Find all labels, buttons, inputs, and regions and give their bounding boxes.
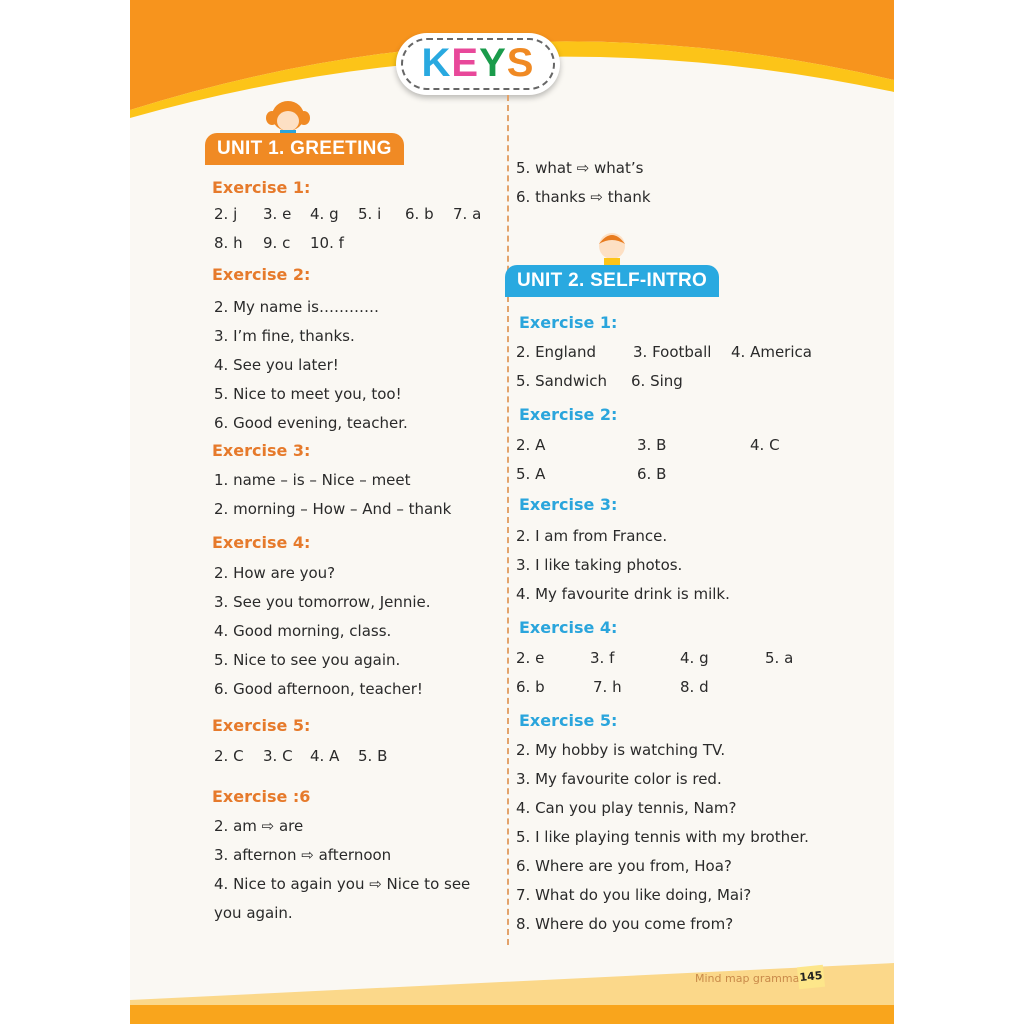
- answer-cell: 6. Sing: [631, 372, 683, 390]
- footer-wave: [130, 963, 894, 1024]
- answer-line: 6. thanks ⇨ thank: [516, 188, 651, 206]
- answer-cell: 3. f: [590, 649, 615, 667]
- answer-cell: 5. i: [358, 205, 382, 223]
- answer-cell: 2. England: [516, 343, 596, 361]
- answer-cell: 2. j: [214, 205, 238, 223]
- unit-1-banner: UNIT 1. GREETING: [205, 133, 404, 165]
- answer-line: 4. Good morning, class.: [214, 622, 392, 640]
- answer-cell: 10. f: [310, 234, 344, 252]
- page-number: 145: [796, 964, 826, 990]
- answer-cell: 8. h: [214, 234, 243, 252]
- title-letter: K: [421, 41, 452, 85]
- answer-line: 6. Good evening, teacher.: [214, 414, 408, 432]
- answer-cell: 3. C: [263, 747, 293, 765]
- answer-line: 3. afternon ⇨ afternoon: [214, 846, 392, 864]
- answer-line: 7. What do you like doing, Mai?: [516, 886, 752, 904]
- answer-line: 4. My favourite drink is milk.: [516, 585, 730, 603]
- answer-line: 3. I’m fine, thanks.: [214, 327, 355, 345]
- answer-line: 2. morning – How – And – thank: [214, 500, 452, 518]
- answer-line: 6. Where are you from, Hoa?: [516, 857, 732, 875]
- answer-line: 5. Nice to see you again.: [214, 651, 401, 669]
- answer-line: 2. How are you?: [214, 564, 336, 582]
- title-letter: E: [451, 41, 480, 85]
- answer-line: 4. See you later!: [214, 356, 339, 374]
- exercise-heading: Exercise 5:: [519, 711, 618, 730]
- answer-cell: 4. America: [731, 343, 812, 361]
- answer-cell: 6. b: [516, 678, 545, 696]
- answer-cell: 3. B: [637, 436, 667, 454]
- answer-cell: 5. A: [516, 465, 546, 483]
- answer-cell: 7. a: [453, 205, 482, 223]
- answer-cell: 5. Sandwich: [516, 372, 608, 390]
- column-divider: [507, 95, 509, 945]
- answer-key-page: KEYS UNIT 1. GREETING UNIT 2. SELF-INTRO…: [130, 0, 894, 1024]
- answer-cell: 5. a: [765, 649, 794, 667]
- answer-cell: 6. b: [405, 205, 434, 223]
- header-wave: [130, 0, 894, 118]
- answer-line: 5. Nice to meet you, too!: [214, 385, 402, 403]
- boy-mascot-icon: [599, 233, 625, 266]
- answer-line: 6. Good afternoon, teacher!: [214, 680, 423, 698]
- exercise-heading: Exercise :6: [212, 787, 311, 806]
- answer-cell: 4. C: [750, 436, 780, 454]
- girl-mascot-icon: [266, 101, 310, 136]
- page-title: KEYS: [396, 41, 560, 86]
- answer-cell: 2. e: [516, 649, 545, 667]
- exercise-heading: Exercise 4:: [212, 533, 311, 552]
- answer-cell: 5. B: [358, 747, 388, 765]
- exercise-heading: Exercise 4:: [519, 618, 618, 637]
- answer-line: 8. Where do you come from?: [516, 915, 734, 933]
- answer-cell: 9. c: [263, 234, 291, 252]
- exercise-heading: Exercise 1:: [212, 178, 311, 197]
- answer-line: you again.: [214, 904, 293, 922]
- exercise-heading: Exercise 1:: [519, 313, 618, 332]
- answer-cell: 2. A: [516, 436, 546, 454]
- answer-cell: 2. C: [214, 747, 244, 765]
- exercise-heading: Exercise 2:: [212, 265, 311, 284]
- answer-cell: 8. d: [680, 678, 709, 696]
- answer-line: 3. My favourite color is red.: [516, 770, 722, 788]
- answer-line: 3. See you tomorrow, Jennie.: [214, 593, 431, 611]
- exercise-heading: Exercise 3:: [519, 495, 618, 514]
- answer-cell: 4. A: [310, 747, 340, 765]
- book-title: Mind map grammar: [695, 972, 804, 985]
- answer-line: 4. Nice to again you ⇨ Nice to see: [214, 875, 471, 893]
- answer-cell: 3. Football: [633, 343, 712, 361]
- answer-line: 2. My hobby is watching TV.: [516, 741, 726, 759]
- answer-cell: 7. h: [593, 678, 622, 696]
- answer-line: 3. I like taking photos.: [516, 556, 683, 574]
- unit-2-banner: UNIT 2. SELF-INTRO: [505, 265, 720, 297]
- title-letter: Y: [479, 41, 507, 85]
- exercise-heading: Exercise 3:: [212, 441, 311, 460]
- answer-line: 5. I like playing tennis with my brother…: [516, 828, 809, 846]
- answer-line: 1. name – is – Nice – meet: [214, 471, 411, 489]
- answer-line: 2. My name is…………: [214, 298, 379, 316]
- exercise-heading: Exercise 2:: [519, 405, 618, 424]
- answer-cell: 3. e: [263, 205, 292, 223]
- answer-cell: 6. B: [637, 465, 667, 483]
- answer-line: 2. I am from France.: [516, 527, 668, 545]
- keys-title-badge: KEYS: [396, 33, 560, 95]
- answer-line: 4. Can you play tennis, Nam?: [516, 799, 737, 817]
- exercise-heading: Exercise 5:: [212, 716, 311, 735]
- answer-cell: 4. g: [310, 205, 339, 223]
- title-letter: S: [506, 41, 535, 85]
- answer-line: 5. what ⇨ what’s: [516, 159, 644, 177]
- answer-line: 2. am ⇨ are: [214, 817, 304, 835]
- answer-cell: 4. g: [680, 649, 709, 667]
